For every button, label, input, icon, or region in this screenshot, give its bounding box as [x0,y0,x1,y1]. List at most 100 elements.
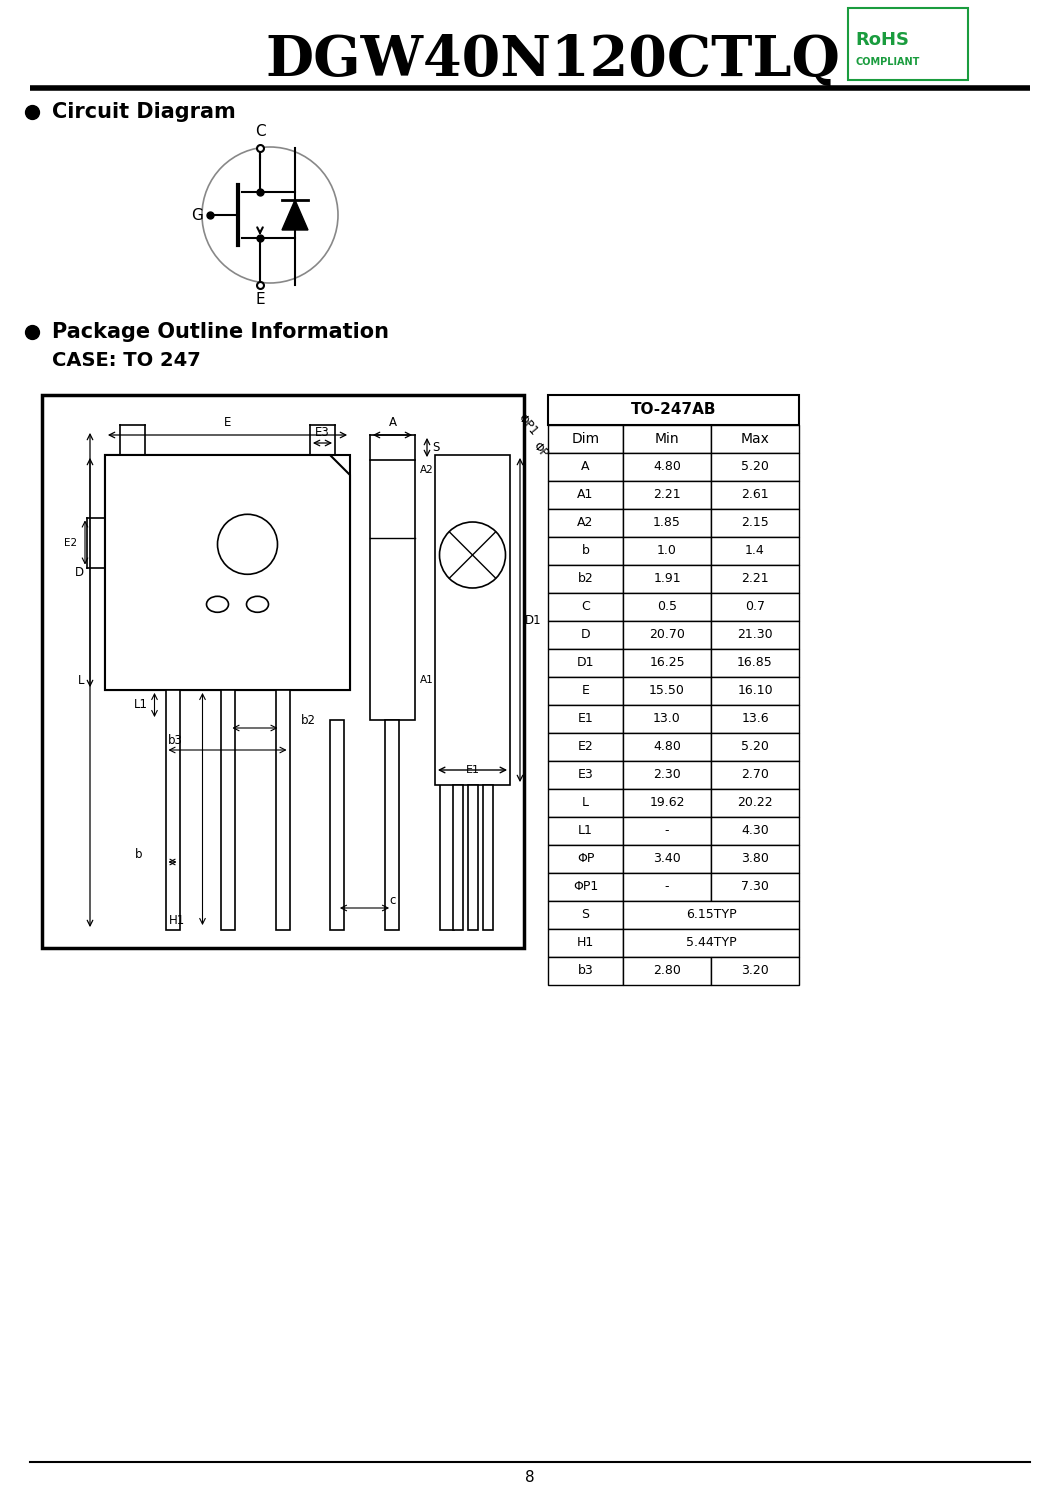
Text: -: - [665,881,669,893]
Text: 15.50: 15.50 [649,685,685,698]
Bar [330,721,345,930]
Bar [711,425,799,452]
Text: A1: A1 [578,488,594,502]
Text: 2.21: 2.21 [741,572,768,586]
Text: RoHS: RoHS [855,31,909,49]
Text: CASE: TO 247: CASE: TO 247 [52,351,200,370]
Text: D: D [581,629,590,641]
Bar [548,536,623,565]
Bar [623,900,799,929]
Bar [711,789,799,816]
Text: S: S [582,908,589,921]
Text: 6.15TYP: 6.15TYP [686,908,737,921]
Text: L: L [582,797,589,809]
Text: 4.80: 4.80 [653,460,681,473]
Circle shape [202,147,338,283]
Bar [548,509,623,536]
Bar [711,677,799,706]
Bar [623,957,711,986]
Bar [548,649,623,677]
Text: b2: b2 [578,572,594,586]
Text: 0.5: 0.5 [657,601,677,614]
Text: b3: b3 [578,965,594,978]
Bar [623,761,711,789]
Text: 1.91: 1.91 [653,572,681,586]
Text: 4.30: 4.30 [741,824,768,837]
Bar [370,460,416,721]
Text: 20.70: 20.70 [649,629,685,641]
Text: 2.21: 2.21 [653,488,681,502]
Bar [467,785,477,930]
Text: 1.0: 1.0 [657,544,677,557]
Circle shape [217,514,278,574]
Text: H1: H1 [170,914,185,926]
Bar [623,509,711,536]
Bar [711,622,799,649]
Bar [623,929,799,957]
Text: Max: Max [741,431,770,446]
Text: H1: H1 [577,936,594,950]
Bar [711,706,799,733]
Bar [548,481,623,509]
Text: A2: A2 [578,517,594,529]
Text: 5.20: 5.20 [741,740,768,753]
Text: D: D [75,566,84,580]
Bar [623,816,711,845]
Text: 2.15: 2.15 [741,517,768,529]
Bar [711,873,799,900]
Bar [548,957,623,986]
Text: 5.20: 5.20 [741,460,768,473]
Text: c: c [389,893,395,906]
Text: 13.0: 13.0 [653,713,681,725]
Text: A2: A2 [420,464,434,475]
Text: 3.80: 3.80 [741,852,768,866]
Text: C: C [581,601,589,614]
Text: L: L [77,674,84,686]
Bar [548,622,623,649]
Bar [623,622,711,649]
Bar [548,706,623,733]
Text: Dim: Dim [571,431,600,446]
Text: 2.70: 2.70 [741,768,768,782]
Text: D1: D1 [577,656,595,670]
Bar [623,733,711,761]
Text: ΦP1: ΦP1 [515,412,541,439]
Bar [711,481,799,509]
Bar [548,816,623,845]
Bar [42,395,524,948]
Text: DGW40N120CTLQ: DGW40N120CTLQ [265,33,840,87]
Bar [482,785,493,930]
Bar [548,845,623,873]
Bar [220,691,234,930]
Text: b2: b2 [300,713,316,727]
Text: 19.62: 19.62 [649,797,685,809]
Bar [623,873,711,900]
Bar [711,816,799,845]
Text: L1: L1 [578,824,593,837]
Text: E3: E3 [315,425,330,439]
Text: E3: E3 [578,768,594,782]
Text: G: G [191,208,202,223]
Bar [548,565,623,593]
Polygon shape [105,455,350,691]
Bar [711,536,799,565]
Text: Package Outline Information: Package Outline Information [52,322,389,342]
Bar [548,452,623,481]
Bar [623,481,711,509]
Text: b3: b3 [167,734,182,746]
Bar [548,733,623,761]
Bar [623,565,711,593]
Bar [623,425,711,452]
Text: C: C [254,124,265,139]
Bar [623,452,711,481]
Bar [548,395,799,425]
Bar [548,425,623,452]
Bar [548,789,623,816]
Text: 3.40: 3.40 [653,852,681,866]
Text: 16.85: 16.85 [737,656,773,670]
Text: ΦP: ΦP [530,439,550,460]
Bar [435,455,510,785]
Text: 8: 8 [525,1471,535,1486]
Text: ΦP1: ΦP1 [572,881,598,893]
Bar [711,761,799,789]
